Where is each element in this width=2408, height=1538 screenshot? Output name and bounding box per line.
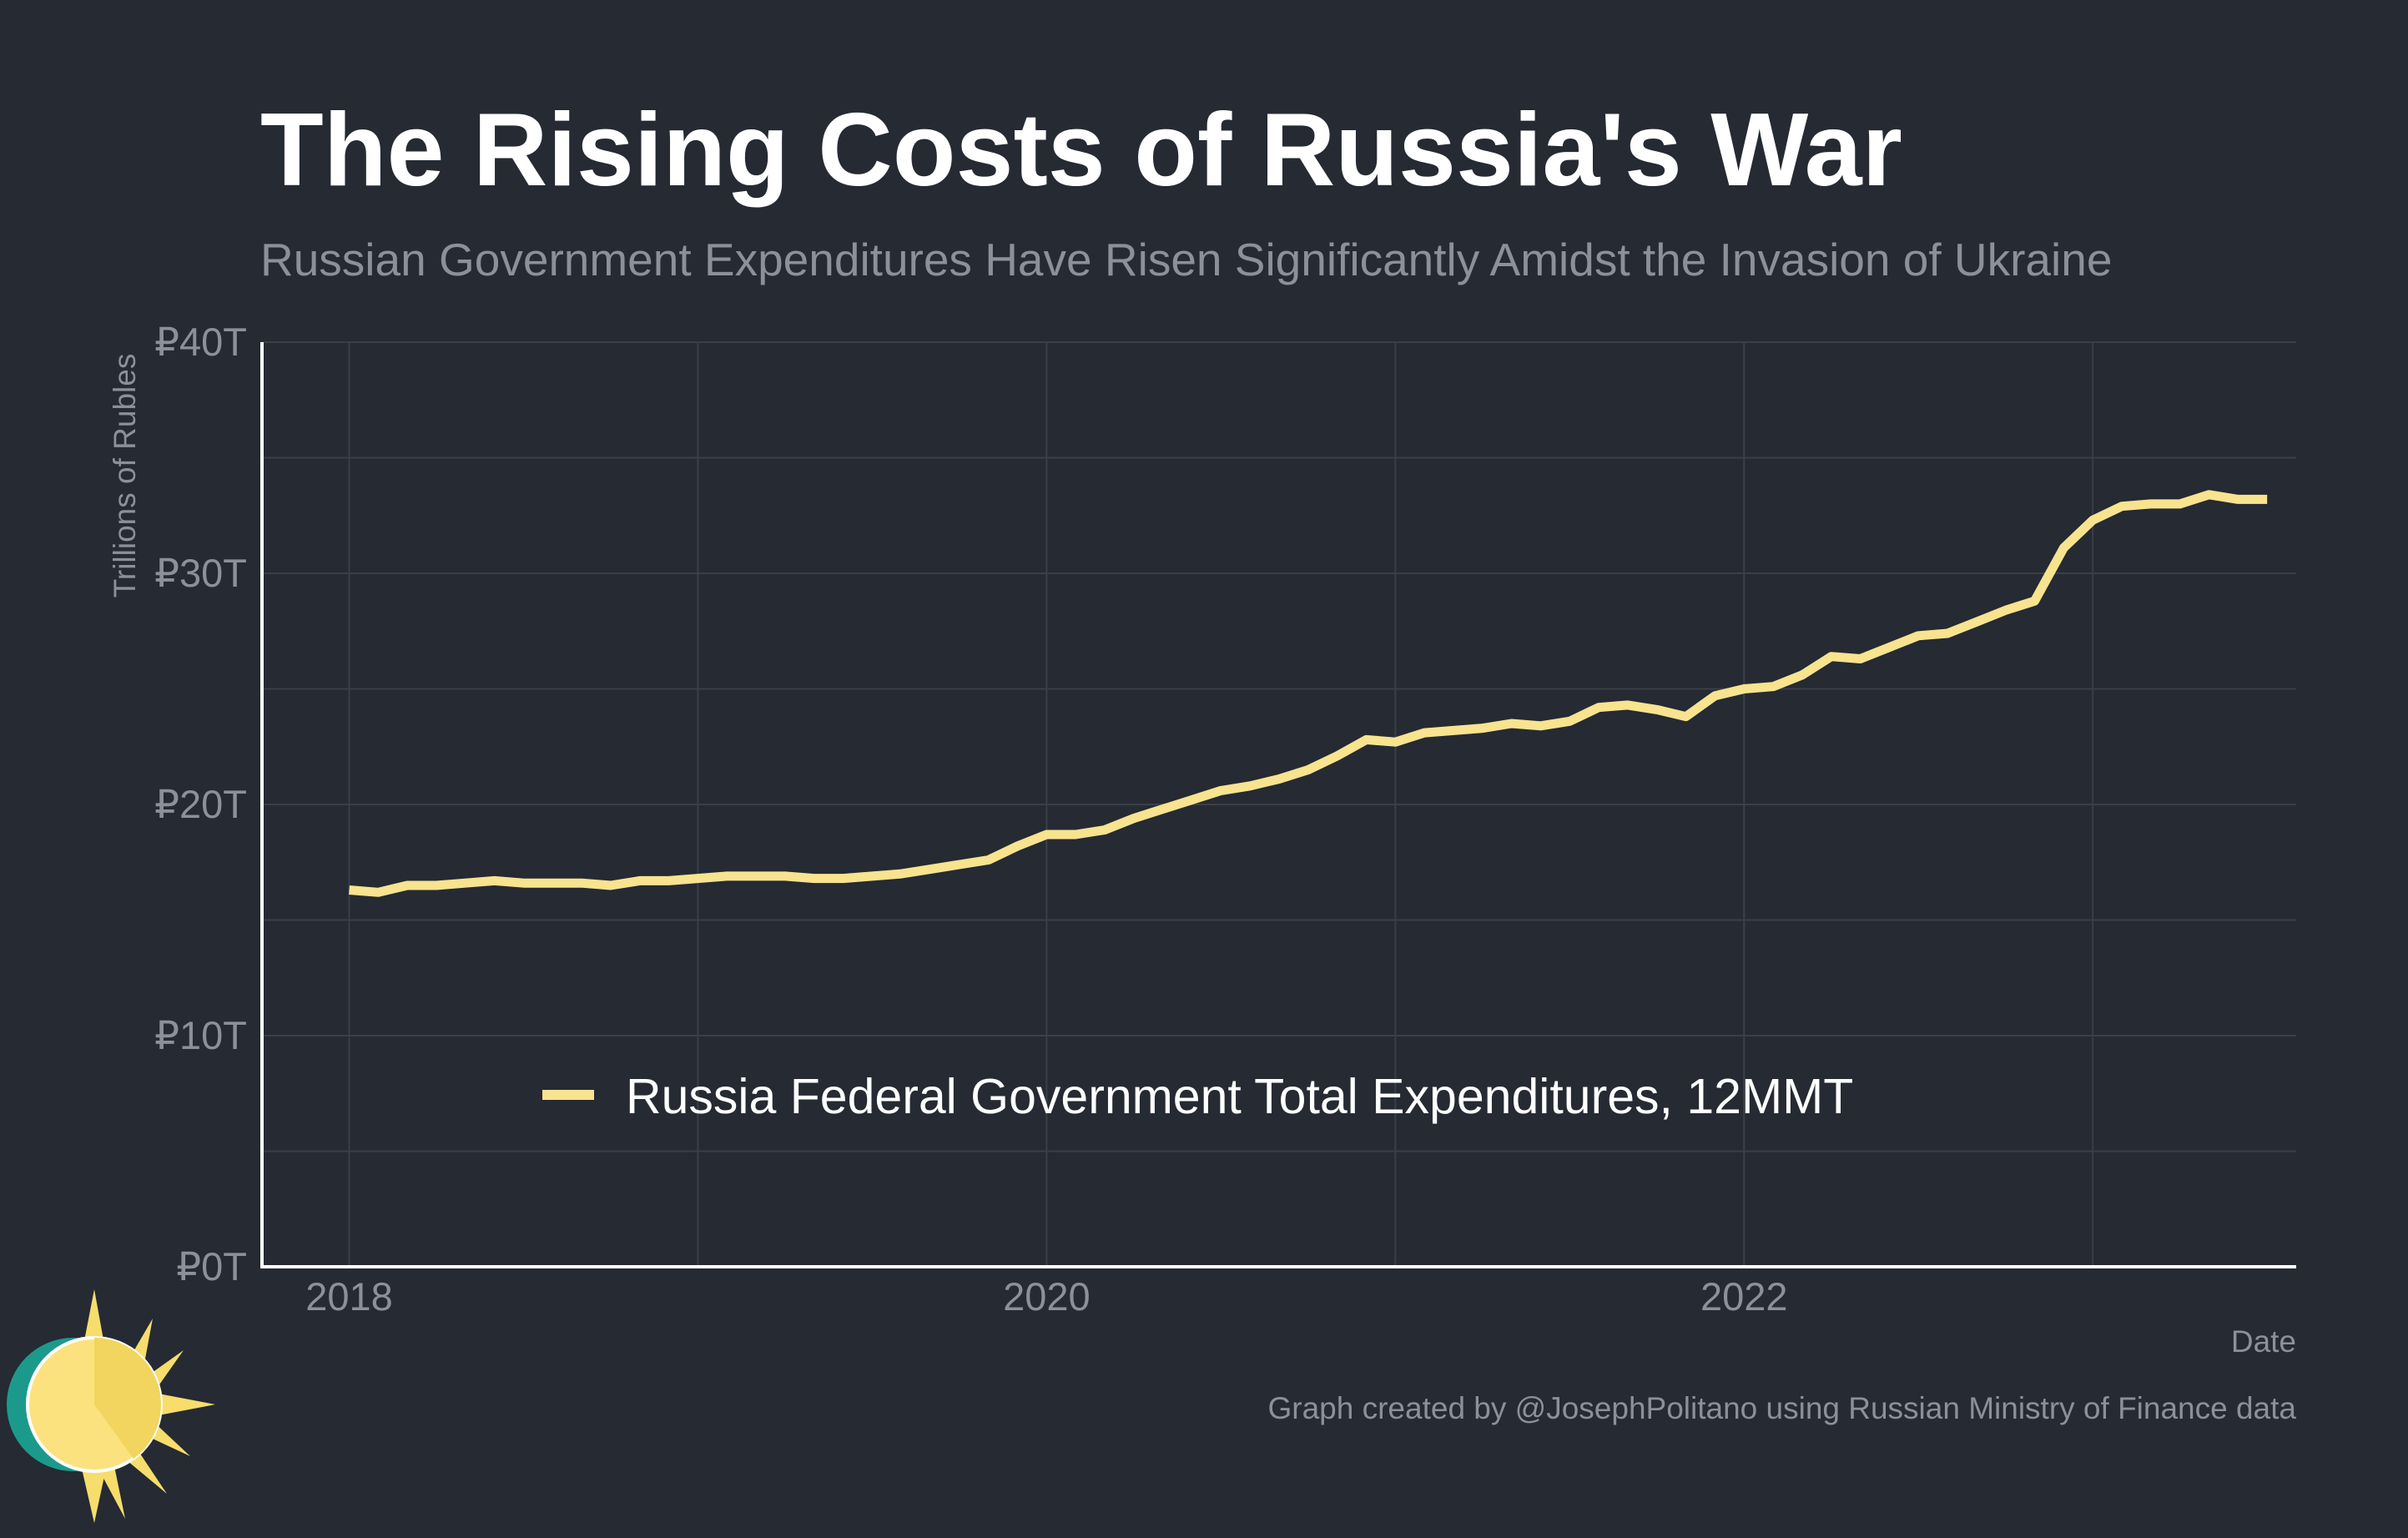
y-tick-label: ₽0T: [176, 1244, 247, 1288]
chart-subtitle: Russian Government Expenditures Have Ris…: [260, 234, 2112, 285]
x-tick-label: 2022: [1700, 1274, 1788, 1319]
y-tick-label: ₽40T: [154, 320, 247, 364]
legend-label: Russia Federal Government Total Expendit…: [626, 1069, 1853, 1124]
y-tick-label: ₽30T: [154, 551, 247, 595]
series-line: [349, 490, 2268, 897]
x-axis-ticks: 2018 2020 2022: [305, 1274, 1787, 1319]
chart-caption: Graph created by @JosephPolitano using R…: [1268, 1391, 2297, 1425]
series-layer: [349, 490, 2268, 897]
chart-title: The Rising Costs of Russia's War: [260, 93, 1902, 208]
y-tick-label: ₽10T: [154, 1013, 247, 1057]
y-axis-ticks: ₽0T ₽10T ₽20T ₽30T ₽40T: [154, 320, 247, 1288]
legend: Russia Federal Government Total Expendit…: [542, 1069, 1853, 1124]
x-axis-title: Date: [2231, 1324, 2296, 1359]
y-tick-label: ₽20T: [154, 782, 247, 826]
x-tick-label: 2020: [1003, 1274, 1091, 1319]
gridlines: [262, 341, 2296, 1267]
y-axis-title: Trillions of Rubles: [108, 354, 142, 598]
x-tick-label: 2018: [305, 1274, 393, 1319]
sun-logo-icon: [7, 1289, 215, 1523]
